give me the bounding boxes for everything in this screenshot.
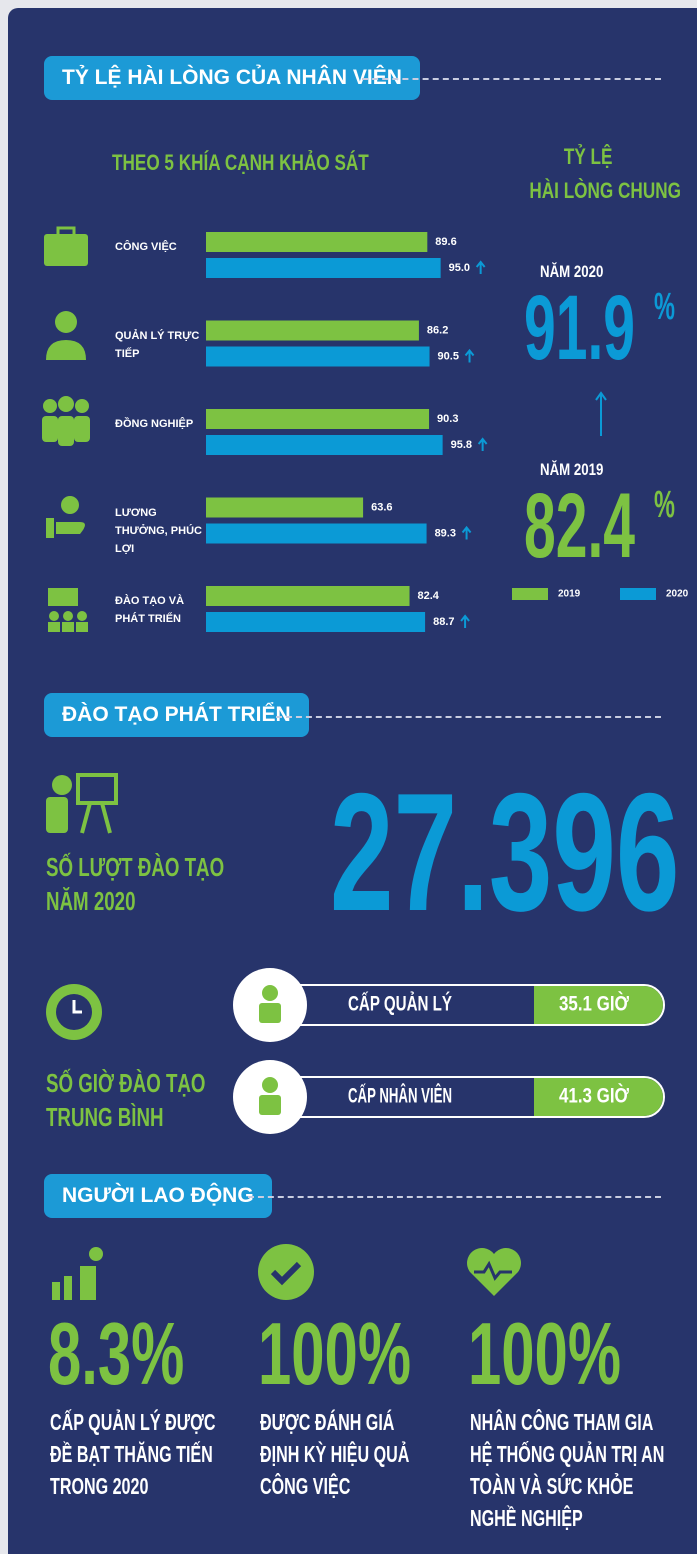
- overall-value: 82.4: [524, 480, 697, 572]
- overall-value: 91.9: [524, 282, 697, 374]
- overall-unit: %: [654, 484, 688, 527]
- level-name: CẤP QUẢN LÝ: [348, 992, 452, 1016]
- stat-number: 100%: [258, 1304, 412, 1403]
- legend-swatch: [512, 588, 548, 600]
- bar: [206, 258, 441, 278]
- avatar-body: [259, 1095, 281, 1115]
- bar: [206, 497, 364, 518]
- overall-title-line: HÀI LÒNG CHUNG: [508, 174, 681, 208]
- legend-label: 2020: [666, 589, 689, 600]
- training-count: 27.396: [330, 768, 697, 936]
- overall-number: 91.9: [524, 277, 636, 379]
- overall-unit: %: [654, 286, 688, 329]
- up-arrow: [477, 437, 488, 451]
- value-label: 90.3: [437, 413, 458, 425]
- subtitle-text: THEO 5 KHÍA CẠNH KHẢO SÁT: [112, 150, 369, 175]
- hours-label-line: SỐ GIỜ ĐÀO TẠO: [46, 1068, 206, 1098]
- count-number: 27.396: [330, 758, 680, 946]
- stat-number: 100%: [468, 1304, 622, 1403]
- up-arrow: [464, 348, 475, 363]
- stat-text-line: CÔNG VIỆC: [260, 1473, 351, 1499]
- overall-title-line: TỶ LỆ: [508, 140, 668, 174]
- bar: [206, 523, 427, 544]
- avatar-body: [259, 1003, 281, 1023]
- overall-number: 82.4: [524, 475, 636, 577]
- stat-text: CẤP QUẢN LÝ ĐƯỢC ĐỀ BẠT THĂNG TIẾN TRONG 2…: [50, 1406, 286, 1502]
- legend-swatch: [620, 588, 656, 600]
- stat-text-line: NHÂN CÔNG THAM GIA: [470, 1409, 654, 1435]
- icons: [42, 226, 607, 1300]
- overall-title-text: HÀI LÒNG CHUNG: [529, 178, 681, 203]
- unit-text: %: [654, 484, 675, 526]
- divider: [276, 716, 661, 718]
- stat-text: ĐƯỢC ĐÁNH GIÁ ĐỊNH KỲ HIỆU QUẢ CÔNG VIỆC: [260, 1406, 473, 1502]
- value-label: 95.8: [451, 439, 472, 451]
- value-label: 89.6: [435, 236, 456, 248]
- stat-text-line: HỆ THỐNG QUẢN TRỊ AN: [470, 1441, 665, 1467]
- stat-value: 100%: [468, 1310, 693, 1398]
- year-label: NĂM 2020: [540, 262, 621, 282]
- bar: [206, 586, 410, 606]
- subtitle: THEO 5 KHÍA CẠNH KHẢO SÁT: [112, 150, 441, 176]
- value-label: 90.5: [438, 350, 459, 362]
- stat-text-line: NGHỀ NGHIỆP: [470, 1505, 583, 1531]
- up-arrow: [475, 260, 486, 274]
- section-title: ĐÀO TẠO PHÁT TRIỂN: [44, 693, 309, 737]
- stat-number: 8.3%: [48, 1304, 185, 1403]
- category-label: LƯƠNG THƯỞNG, PHÚC LỢI: [115, 506, 202, 555]
- count-label: SỐ LƯỢT ĐÀO TẠO NĂM 2020: [46, 850, 293, 918]
- avatar-head: [262, 985, 278, 1001]
- stat-text-line: TRONG 2020: [50, 1473, 149, 1499]
- level-hours: 35.1 GIỜ: [559, 992, 629, 1016]
- stat-text-line: ĐỀ BẠT THĂNG TIẾN: [50, 1441, 213, 1467]
- year-text: NĂM 2020: [540, 262, 604, 281]
- value-label: 88.7: [433, 616, 454, 628]
- overall-title-text: TỶ LỆ: [563, 144, 613, 169]
- value-label: 86.2: [427, 324, 448, 336]
- bar: [206, 612, 426, 632]
- overall-title: TỶ LỆ HÀI LÒNG CHUNG: [508, 140, 681, 208]
- divider: [248, 1196, 661, 1198]
- level-name: CẤP NHÂN VIÊN: [348, 1084, 452, 1108]
- stat-text-line: ĐỊNH KỲ HIỆU QUẢ: [260, 1441, 410, 1467]
- hours-label-line: TRUNG BÌNH: [46, 1102, 164, 1132]
- value-label: 63.6: [371, 501, 392, 513]
- stat-text-line: TOÀN VÀ SỨC KHỎE: [470, 1473, 634, 1499]
- bar: [206, 320, 419, 341]
- year-text: NĂM 2019: [540, 460, 604, 479]
- value-label: 82.4: [418, 590, 440, 602]
- bar: [206, 346, 430, 367]
- stat-value: 8.3%: [48, 1310, 249, 1398]
- up-arrow: [461, 525, 472, 540]
- legend-label: 2019: [558, 589, 581, 600]
- stat-value: 100%: [258, 1310, 483, 1398]
- bar: [206, 435, 443, 455]
- category-label: QUẢN LÝ TRỰC TIẾP: [115, 329, 200, 360]
- year-label: NĂM 2019: [540, 460, 621, 480]
- avatar-head: [262, 1077, 278, 1093]
- up-arrow: [460, 614, 470, 628]
- divider: [362, 78, 661, 80]
- count-label-line: NĂM 2020: [46, 886, 136, 916]
- value-label: 95.0: [449, 262, 470, 274]
- hours-label: SỐ GIỜ ĐÀO TẠO TRUNG BÌNH: [46, 1066, 268, 1134]
- stat-text-line: ĐƯỢC ĐÁNH GIÁ: [260, 1409, 395, 1435]
- stat-text: NHÂN CÔNG THAM GIA HỆ THỐNG QUẢN TRỊ AN TO…: [470, 1406, 697, 1534]
- category-label: ĐỒNG NGHIỆP: [115, 418, 194, 430]
- category-label: ĐÀO TẠO VÀ PHÁT TRIỂN: [115, 595, 185, 625]
- value-label: 89.3: [435, 527, 456, 539]
- hours-box: [534, 986, 663, 1024]
- bar: [206, 409, 430, 429]
- level-hours: 41.3 GIỜ: [559, 1084, 629, 1108]
- unit-text: %: [654, 286, 675, 328]
- stat-text-line: CẤP QUẢN LÝ ĐƯỢC: [50, 1409, 216, 1435]
- bar: [206, 232, 428, 252]
- hours-box: [534, 1078, 663, 1116]
- section-title: NGƯỜI LAO ĐỘNG: [44, 1174, 272, 1218]
- category-label: CÔNG VIỆC: [115, 241, 177, 253]
- count-label-line: SỐ LƯỢT ĐÀO TẠO: [46, 852, 225, 882]
- section-title: TỶ LỆ HÀI LÒNG CỦA NHÂN VIÊN: [44, 56, 420, 100]
